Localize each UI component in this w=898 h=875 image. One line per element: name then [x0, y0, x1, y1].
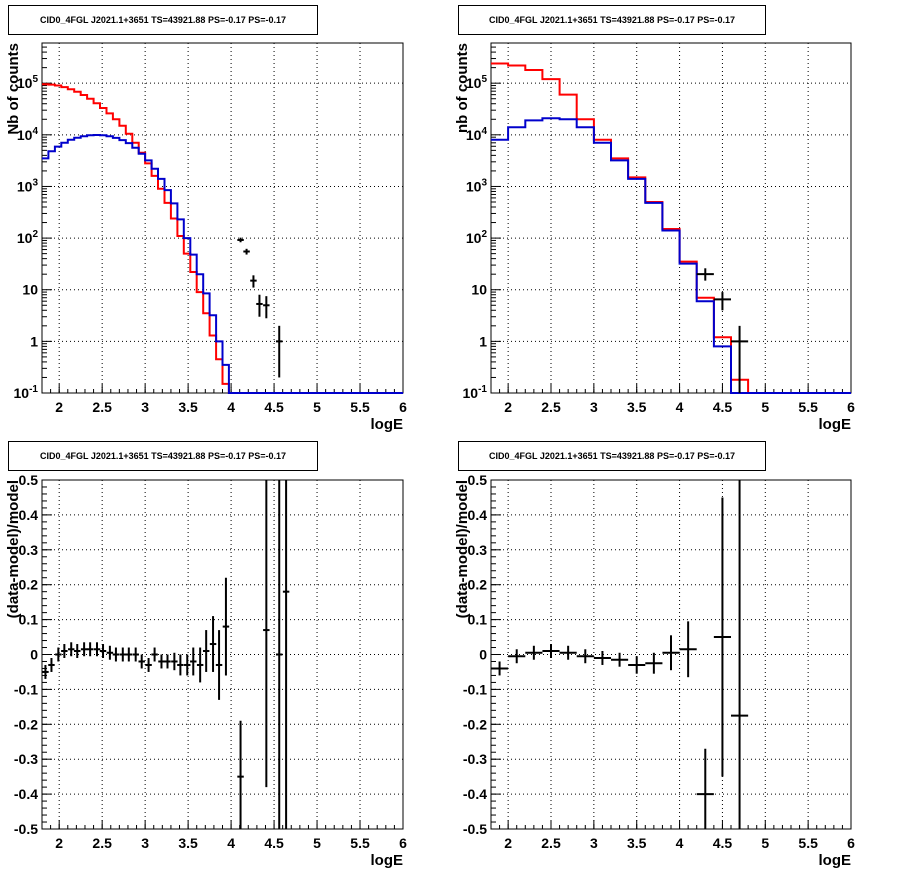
model-blue-step-line — [42, 134, 403, 394]
y-tick-label: -0.2 — [463, 716, 487, 732]
x-tick-label: 4 — [227, 835, 235, 851]
x-tick-label: 3 — [141, 835, 149, 851]
y-tick-label: 0.3 — [468, 542, 488, 558]
x-tick-label: 2 — [55, 399, 63, 415]
x-tick-label: 5.5 — [798, 835, 818, 851]
y-tick-label: -0.5 — [463, 821, 487, 837]
y-tick-label: 0.3 — [19, 542, 39, 558]
x-tick-label: 5.5 — [798, 399, 818, 415]
chart-top-right: 2 2.5 3 3.5 4 4.5 5 5.5 6 10-1 1 10 102 103 104 105 logE… — [454, 42, 855, 433]
x-tick-label: 3.5 — [178, 835, 198, 851]
y-tick-label: -0.1 — [463, 681, 487, 697]
x-tick-label: 4.5 — [264, 835, 284, 851]
x-tick-label: 2.5 — [541, 835, 561, 851]
x-tick-label: 3.5 — [178, 399, 198, 415]
x-axis-label: logE — [371, 416, 404, 433]
x-tick-label: 6 — [847, 835, 855, 851]
y-tick-label: 0.4 — [19, 507, 39, 523]
y-tick-label: 0.2 — [19, 577, 39, 593]
y-tick-label: 0 — [479, 647, 487, 663]
y-tick-label: 0.2 — [468, 577, 488, 593]
x-tick-label: 3.5 — [627, 835, 647, 851]
y-axis-label: nb of counts — [454, 43, 471, 133]
y-tick-label: 10-1 — [463, 384, 488, 401]
y-tick-label: -0.2 — [14, 716, 38, 732]
x-tick-label: 6 — [399, 835, 407, 851]
chart-title: CID0_4FGL J2021.1+3651 TS=43921.88 PS=-0… — [8, 5, 318, 35]
y-axis-label: (data-model)/model — [5, 480, 22, 618]
pad-top-left: 2 2.5 3 3.5 4 4.5 5 5.5 6 10-1 1 10 102 103 104 105 logE… — [0, 0, 449, 437]
y-tick-label: -0.4 — [14, 786, 38, 802]
x-tick-label: 4 — [227, 399, 235, 415]
plot-frame — [490, 42, 852, 394]
y-tick-label: -0.3 — [463, 751, 487, 767]
x-tick-label: 2.5 — [92, 835, 112, 851]
chart-top-left: 2 2.5 3 3.5 4 4.5 5 5.5 6 10-1 1 10 102 103 104 105 logE… — [5, 42, 407, 433]
x-tick-label: 3.5 — [627, 399, 647, 415]
y-tick-label: 105 — [466, 74, 488, 91]
y-tick-label: 0.4 — [468, 507, 488, 523]
x-tick-label: 3 — [590, 399, 598, 415]
y-tick-label: 105 — [17, 74, 39, 91]
x-tick-label: 6 — [847, 399, 855, 415]
y-tick-label: 103 — [466, 177, 488, 194]
x-axis-label: logE — [371, 852, 404, 869]
x-tick-label: 5.5 — [350, 835, 370, 851]
y-tick-label: -0.3 — [14, 751, 38, 767]
chart-title: CID0_4FGL J2021.1+3651 TS=43921.88 PS=-0… — [8, 441, 318, 471]
y-tick-label: 104 — [466, 126, 488, 143]
y-tick-label: -0.1 — [14, 681, 38, 697]
x-tick-label: 5.5 — [350, 399, 370, 415]
y-tick-label: 1 — [30, 333, 38, 349]
y-tick-label: 0.5 — [19, 472, 39, 488]
x-axis-label: logE — [819, 416, 852, 433]
y-tick-label: 10 — [22, 282, 38, 298]
x-tick-label: 4.5 — [264, 399, 284, 415]
y-tick-label: 0.1 — [468, 612, 488, 628]
y-tick-label: 102 — [466, 229, 488, 246]
x-tick-label: 4 — [676, 835, 684, 851]
y-tick-label: 0.5 — [468, 472, 488, 488]
model-blue-step-line — [491, 117, 851, 394]
x-tick-label: 5 — [313, 399, 321, 415]
x-tick-label: 4.5 — [713, 399, 733, 415]
x-tick-label: 2 — [55, 835, 63, 851]
y-tick-label: 102 — [17, 229, 39, 246]
y-tick-label: 10 — [471, 282, 487, 298]
y-tick-label: -0.4 — [463, 786, 487, 802]
y-tick-label: 0.1 — [19, 612, 39, 628]
y-tick-label: 0 — [30, 647, 38, 663]
x-tick-label: 2.5 — [92, 399, 112, 415]
x-tick-label: 2 — [504, 835, 512, 851]
model-red-step-line — [491, 62, 851, 394]
chart-bottom-right: 2 2.5 3 3.5 4 4.5 5 5.5 6 -0.5 -0.4 -0.3 -0.2 -0.1 0 0.… — [454, 472, 855, 869]
x-tick-label: 2 — [504, 399, 512, 415]
x-tick-label: 3 — [590, 835, 598, 851]
y-tick-label: -0.5 — [14, 821, 38, 837]
x-axis-label: logE — [819, 852, 852, 869]
x-tick-label: 2.5 — [541, 399, 561, 415]
y-tick-label: 10-1 — [14, 384, 39, 401]
x-tick-label: 5 — [761, 399, 769, 415]
x-tick-label: 6 — [399, 399, 407, 415]
pad-bottom-right: 2 2.5 3 3.5 4 4.5 5 5.5 6 -0.5 -0.4 -0.3 -0.2 -0.1 0 0.… — [449, 437, 898, 875]
chart-title: CID0_4FGL J2021.1+3651 TS=43921.88 PS=-0… — [458, 5, 766, 35]
y-tick-label: 1 — [479, 333, 487, 349]
pad-bottom-left: 2 2.5 3 3.5 4 4.5 5 5.5 6 -0.5 -0.4 -0.3 -0.2 -0.1 0 0.… — [0, 437, 449, 875]
y-axis-label: Nb of counts — [5, 43, 22, 135]
y-tick-label: 104 — [17, 126, 39, 143]
x-tick-label: 4 — [676, 399, 684, 415]
y-tick-label: 103 — [17, 177, 39, 194]
pad-top-right: 2 2.5 3 3.5 4 4.5 5 5.5 6 10-1 1 10 102 103 104 105 logE… — [449, 0, 898, 437]
x-tick-label: 5 — [313, 835, 321, 851]
y-axis-label: (data-model)/model — [454, 480, 471, 618]
x-tick-label: 5 — [761, 835, 769, 851]
chart-title: CID0_4FGL J2021.1+3651 TS=43921.88 PS=-0… — [458, 441, 766, 471]
chart-bottom-left: 2 2.5 3 3.5 4 4.5 5 5.5 6 -0.5 -0.4 -0.3 -0.2 -0.1 0 0.… — [5, 472, 407, 869]
x-tick-label: 4.5 — [713, 835, 733, 851]
x-tick-label: 3 — [141, 399, 149, 415]
